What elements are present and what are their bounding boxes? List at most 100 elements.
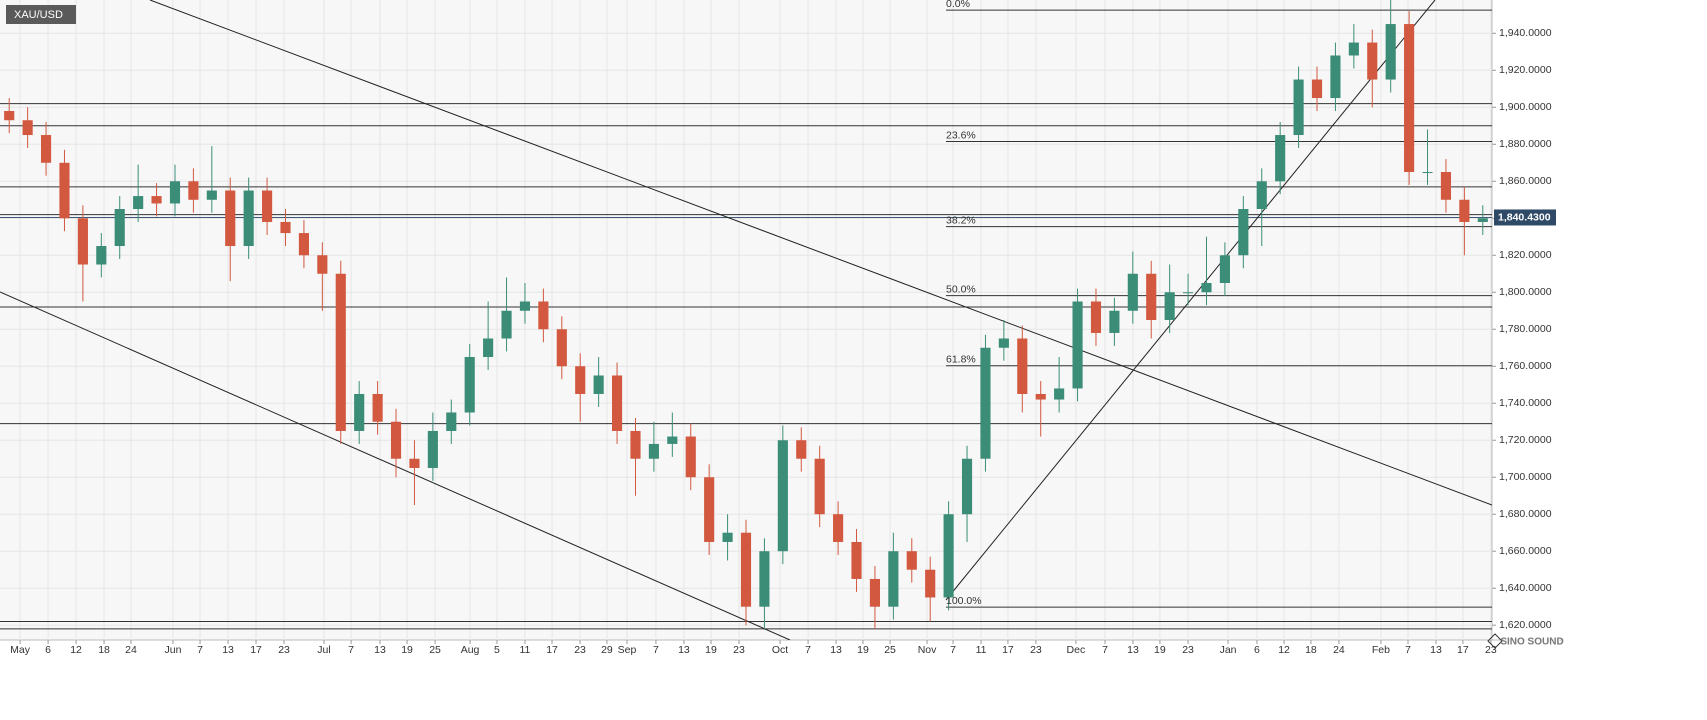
candle-body (961, 458, 973, 515)
candle-body (1293, 79, 1304, 136)
x-tick-label: 13 (1127, 644, 1139, 656)
candle-body (1311, 79, 1323, 99)
candle-body (611, 375, 623, 431)
candle-body (980, 347, 991, 459)
candle-body (77, 218, 88, 265)
y-tick-label: 1,700.0000 (1499, 471, 1552, 483)
candle-body (833, 514, 844, 542)
x-tick-label: 24 (1333, 644, 1345, 656)
candle-body (906, 551, 917, 570)
x-tick-label: 7 (348, 644, 354, 656)
candle-body (519, 301, 531, 311)
candle-body (298, 233, 309, 256)
y-tick-label: 1,860.0000 (1499, 175, 1552, 187)
candle-body (1127, 273, 1138, 311)
y-tick-label: 1,760.0000 (1499, 360, 1552, 372)
x-tick-label: Feb (1372, 644, 1390, 656)
y-tick-label: 1,880.0000 (1499, 138, 1552, 150)
fib-label: 0.0% (946, 0, 970, 10)
candle-body (796, 440, 807, 459)
candle-body (1072, 301, 1083, 389)
candle-body (1459, 199, 1470, 222)
x-tick-label: 7 (1405, 644, 1411, 656)
candle-body (262, 190, 273, 222)
candle-body (722, 532, 733, 542)
candle-body (1385, 24, 1396, 80)
x-tick-label: May (10, 644, 31, 656)
y-tick-label: 1,720.0000 (1499, 434, 1552, 446)
x-tick-label: 7 (653, 644, 659, 656)
candle-body (556, 329, 567, 367)
candle-body (59, 162, 70, 219)
candle-body (40, 135, 52, 163)
x-tick-label: 7 (950, 644, 956, 656)
candle-body (169, 181, 181, 204)
x-tick-label: 5 (494, 644, 500, 656)
x-tick-label: 24 (125, 644, 137, 656)
candle-body (427, 430, 438, 468)
candle-body (814, 458, 825, 515)
candle-body (1256, 181, 1267, 210)
x-tick-label: 18 (1305, 644, 1317, 656)
x-tick-label: 11 (520, 644, 531, 656)
candle-body (22, 120, 33, 136)
candle-body (888, 551, 899, 607)
candle-body (4, 110, 15, 121)
candle-body (1017, 338, 1028, 394)
watermark: SINO SOUND (1500, 637, 1563, 648)
y-tick-label: 1,820.0000 (1499, 249, 1552, 261)
x-tick-label: 23 (1030, 644, 1042, 656)
candle-body (335, 273, 346, 431)
x-tick-label: 19 (705, 644, 717, 656)
candle-body (685, 436, 696, 478)
candle-body (593, 375, 604, 394)
axis-icon (1487, 633, 1503, 649)
y-tick-label: 1,940.0000 (1499, 27, 1552, 39)
candle-body (1164, 292, 1175, 320)
y-tick-label: 1,920.0000 (1499, 64, 1552, 76)
candle-body (501, 310, 512, 339)
candle-body (188, 181, 199, 200)
x-tick-label: 13 (374, 644, 386, 656)
x-tick-label: 12 (1278, 644, 1290, 656)
candle-body (483, 338, 494, 357)
x-tick-label: Aug (461, 644, 480, 656)
candle-body (1183, 292, 1194, 294)
y-tick-label: 1,800.0000 (1499, 286, 1552, 298)
candle-body (409, 458, 420, 468)
candle-body (133, 196, 144, 210)
candle-body (1109, 310, 1120, 333)
x-tick-label: Oct (772, 644, 788, 656)
x-tick-label: 19 (401, 644, 413, 656)
x-tick-label: 17 (250, 644, 262, 656)
x-tick-label: 23 (1485, 644, 1497, 656)
y-tick-label: 1,660.0000 (1499, 545, 1552, 557)
candle-body (759, 551, 770, 607)
x-tick-label: 23 (278, 644, 290, 656)
symbol-title: XAU/USD (14, 9, 63, 21)
candle-body (280, 221, 291, 234)
candle-body (1367, 42, 1378, 80)
watermark-bg (1504, 630, 1560, 654)
candle-body (1477, 218, 1488, 222)
candle-body (777, 440, 788, 552)
fib-label: 38.2% (946, 214, 976, 226)
x-tick-label: 11 (976, 644, 987, 656)
candle-body (943, 514, 954, 598)
y-tick-label: 1,780.0000 (1499, 323, 1552, 335)
trend-line (945, 0, 1436, 601)
x-tick-label: Jan (1220, 644, 1237, 656)
x-tick-label: Nov (918, 644, 937, 656)
candle-body (1219, 255, 1230, 284)
candle-body (243, 190, 254, 247)
last-price-box (1494, 209, 1556, 226)
candle-body (925, 569, 936, 598)
candle-body (1440, 172, 1452, 200)
candle-body (740, 532, 752, 607)
candle-body (390, 421, 402, 459)
x-tick-label: 23 (574, 644, 586, 656)
candle-body (151, 196, 162, 204)
x-tick-label: 13 (222, 644, 234, 656)
last-price-label: 1,840.4300 (1498, 211, 1551, 223)
